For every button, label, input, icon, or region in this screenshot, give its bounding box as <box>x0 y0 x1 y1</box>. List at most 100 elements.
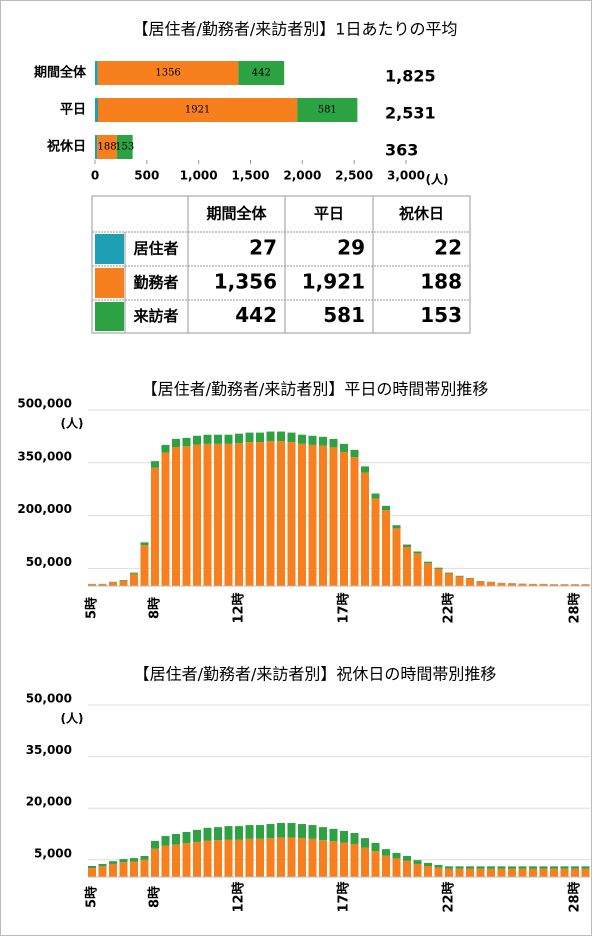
bar-segment <box>95 135 98 159</box>
bar-segment <box>413 551 422 554</box>
bar-segment <box>340 842 348 877</box>
bar-segment <box>413 860 422 864</box>
bar-segment <box>403 856 411 861</box>
bar-segment <box>550 866 558 869</box>
row-swatch <box>95 302 124 331</box>
bar-segment <box>529 584 537 586</box>
x-tick-label: 22時 <box>441 881 457 912</box>
x-tick-label: 8時 <box>147 597 163 619</box>
bar-segment <box>424 563 432 586</box>
bar-segment <box>238 61 285 85</box>
bar-segment <box>340 830 348 843</box>
bar-segment <box>581 868 590 877</box>
bar-segment <box>371 842 380 852</box>
bar-segment <box>539 868 548 877</box>
y-tick-label: 200,000 <box>17 502 72 516</box>
x-unit: (人) <box>426 172 449 187</box>
bar-segment <box>329 447 338 586</box>
bar-segment <box>224 839 233 877</box>
bar-segment <box>98 584 107 586</box>
bar-segment <box>340 451 348 586</box>
table-cell: 442 <box>235 303 277 327</box>
bar-segment <box>371 493 380 499</box>
x-tick-label: 3,000 <box>387 169 425 183</box>
bar-segment <box>308 435 317 445</box>
bar-segment <box>119 580 128 581</box>
table-cell: 29 <box>337 236 365 260</box>
bar-segment <box>109 581 117 583</box>
bar-segment <box>287 442 296 586</box>
data-label: 442 <box>252 68 271 79</box>
bar-segment <box>382 505 390 511</box>
bar-segment <box>350 457 359 586</box>
bar-segment <box>350 843 359 877</box>
bar-segment <box>382 510 390 586</box>
bar-segment <box>560 868 569 877</box>
bar-segment <box>97 135 117 159</box>
category-label: 平日 <box>60 103 86 118</box>
data-label: 153 <box>115 142 134 153</box>
bar-segment <box>140 542 149 546</box>
bar-segment <box>172 447 180 586</box>
bar-segment <box>277 837 285 877</box>
category-label: 期間全体 <box>34 65 87 81</box>
bar-segment <box>235 826 243 840</box>
bar-segment <box>245 442 254 586</box>
x-tick-label: 5時 <box>84 886 100 908</box>
bar-segment <box>403 860 411 877</box>
bar-segment <box>361 838 369 848</box>
chart-title: 【居住者/勤務者/来訪者別】平日の時間帯別推移 <box>142 380 489 399</box>
bar-segment <box>287 432 296 443</box>
bar-segment <box>308 444 317 586</box>
bar-segment <box>224 434 233 444</box>
chart-title: 【居住者/勤務者/来訪者別】祝休日の時間帯別推移 <box>134 665 497 684</box>
bar-segment <box>392 858 401 877</box>
bar-segment <box>266 838 275 877</box>
row-label: 来訪者 <box>132 307 178 325</box>
x-tick-label: 0 <box>91 169 99 183</box>
bar-segment <box>203 827 212 841</box>
bar-segment <box>371 498 380 586</box>
bar-segment <box>508 868 516 877</box>
y-unit: (人) <box>61 711 84 726</box>
bar-segment <box>151 461 159 468</box>
y-tick-label: 350,000 <box>17 449 72 463</box>
x-tick-label: 12時 <box>231 881 247 912</box>
bar-segment <box>445 868 453 877</box>
category-label: 祝休日 <box>47 139 86 155</box>
bar-segment <box>193 841 201 877</box>
bar-segment <box>329 841 338 877</box>
bar-segment <box>319 827 327 841</box>
bar-segment <box>434 864 443 868</box>
x-tick-label: 500 <box>134 169 159 183</box>
bar-segment <box>161 444 170 453</box>
bar-segment <box>224 443 233 586</box>
bar-segment <box>235 443 243 586</box>
bar-segment <box>88 868 96 877</box>
bar-segment <box>455 866 464 869</box>
bar-segment <box>382 849 390 856</box>
table-header: 平日 <box>314 205 344 223</box>
bar-segment <box>161 845 170 877</box>
bar-segment <box>497 866 506 869</box>
bar-segment <box>151 848 159 877</box>
x-tick-label: 1,000 <box>180 169 218 183</box>
bar-segment <box>466 866 474 869</box>
bar-segment <box>224 826 233 840</box>
x-tick-label: 22時 <box>441 592 457 623</box>
bar-segment <box>119 580 128 586</box>
bar-segment <box>298 824 306 839</box>
bar-segment <box>161 836 170 846</box>
bar-segment <box>497 868 506 877</box>
bar-segment <box>424 561 432 564</box>
bar-segment <box>455 575 464 577</box>
bar-segment <box>476 868 485 877</box>
bar-segment <box>266 824 275 839</box>
bar-segment <box>97 61 239 85</box>
bar-segment <box>109 863 117 877</box>
bar-segment <box>109 861 117 864</box>
x-tick-label: 8時 <box>147 886 163 908</box>
bar-segment <box>203 840 212 877</box>
bar-segment <box>298 838 306 877</box>
